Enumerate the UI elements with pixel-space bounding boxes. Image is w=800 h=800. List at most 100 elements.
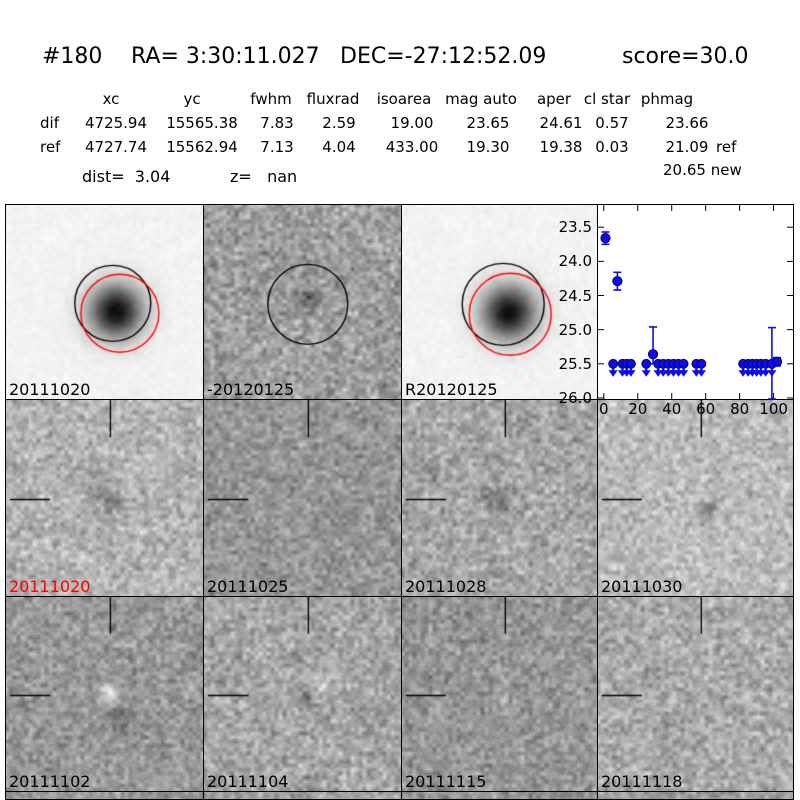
stamp-panel-20111030: 20111030 — [597, 399, 794, 597]
lc-upper-limit-point — [626, 358, 636, 369]
stamp-image — [204, 792, 401, 799]
lc-upper-limit-point — [608, 358, 619, 369]
stamp-date-label: R20120125 — [405, 380, 498, 399]
y-axis-tick-label: 26.0 — [558, 388, 592, 407]
down-arrow-icon — [761, 367, 771, 377]
down-arrow-icon — [641, 367, 651, 377]
y-axis-tick-label: 24.0 — [558, 252, 592, 271]
row-label: dif — [40, 114, 59, 132]
stamp-image — [204, 400, 401, 596]
stamp-panel-20111118: 20111118 — [597, 596, 794, 792]
table-value: 0.57 — [595, 114, 629, 132]
x-axis-tick-label: 100 — [759, 400, 788, 418]
down-arrow-icon — [673, 367, 684, 377]
stamp-panel-20111104: 20111104 — [203, 596, 402, 792]
column-header: fluxrad — [306, 90, 360, 108]
y-axis-tick-label: 23.5 — [558, 218, 592, 237]
stamp-image — [402, 205, 597, 399]
column-header: phmag — [640, 90, 694, 108]
lc-data-point — [612, 276, 623, 287]
table-value: 15565.38 — [166, 114, 238, 132]
lc-upper-limit-point — [678, 358, 689, 369]
stamp-panel-clipped — [597, 791, 794, 800]
down-arrow-icon — [668, 367, 679, 377]
stamp-panel-20111025: 20111025 — [203, 399, 402, 597]
down-arrow-icon — [663, 367, 673, 377]
down-arrow-icon — [608, 367, 618, 377]
stamp-image — [204, 205, 401, 399]
column-header: mag auto — [445, 90, 517, 108]
stamp-date-label: 20111028 — [405, 577, 487, 596]
stamp-image — [204, 597, 401, 791]
stamp-image — [402, 597, 597, 791]
x-axis-tick-label: 0 — [599, 400, 609, 418]
column-header: yc — [183, 90, 201, 108]
table-value: 0.03 — [595, 138, 629, 156]
stamp-panel-20111020: 20111020 — [5, 399, 204, 597]
table-value: 2.59 — [322, 114, 356, 132]
column-header: fwhm — [250, 90, 292, 108]
stamp-image — [6, 205, 203, 399]
table-value: 19.30 — [466, 138, 510, 156]
down-arrow-icon — [658, 367, 668, 377]
stamp-date-label: 20111104 — [207, 772, 289, 791]
table-value: 433.00 — [385, 138, 439, 156]
column-header: cl star — [583, 90, 631, 108]
table-value: 15562.94 — [166, 138, 238, 156]
x-axis-tick-label: 80 — [730, 400, 750, 418]
down-arrow-icon — [696, 367, 707, 377]
down-arrow-icon — [679, 367, 689, 377]
stamp-image — [402, 792, 597, 799]
stamp-image — [598, 400, 793, 596]
table-value: 19.00 — [390, 114, 434, 132]
x-axis-tick-label: 40 — [662, 400, 682, 418]
table-value: 23.65 — [466, 114, 510, 132]
column-header: xc — [102, 90, 120, 108]
table-value: 23.66 — [665, 114, 709, 132]
down-arrow-icon — [738, 367, 748, 377]
lc-upper-limit-point — [696, 358, 707, 369]
stamp-date-label: 20111102 — [9, 772, 91, 791]
stamp-panel-clipped — [203, 791, 402, 800]
lc-data-point — [771, 356, 783, 367]
table-value: 4725.94 — [84, 114, 148, 132]
down-arrow-icon — [691, 367, 701, 377]
stamp-panel-20120125: R20120125 — [401, 204, 598, 400]
stamp-date-label: 20111020 — [9, 577, 91, 596]
stamp-image — [6, 792, 203, 799]
down-arrow-icon — [653, 367, 663, 377]
lightcurve-canvas — [597, 204, 794, 400]
table-value: 4.04 — [322, 138, 356, 156]
stamp-date-label: 20111020 — [9, 380, 91, 399]
table-value: 21.09 — [665, 138, 709, 156]
stamp-panel-20120125: -20120125 — [203, 204, 402, 400]
column-header: isoarea — [376, 90, 432, 108]
dist-value: dist= 3.04 — [82, 167, 171, 186]
table-value: 24.61 — [539, 114, 583, 132]
x-axis-tick-label: 20 — [628, 400, 648, 418]
y-axis-tick-label: 25.0 — [558, 320, 592, 339]
stamp-panel-20111115: 20111115 — [401, 596, 598, 792]
phmag-suffix: ref — [716, 138, 737, 156]
stamp-panel-20111102: 20111102 — [5, 596, 204, 792]
down-arrow-icon — [743, 367, 753, 377]
table-value: 19.38 — [539, 138, 583, 156]
table-value: 7.13 — [260, 138, 294, 156]
lc-data-point — [647, 349, 659, 360]
stamp-image — [598, 597, 793, 791]
y-axis-tick-label: 25.5 — [558, 354, 592, 373]
x-axis-tick-label: 60 — [696, 400, 716, 418]
table-value: 4727.74 — [84, 138, 148, 156]
down-arrow-icon — [622, 367, 632, 377]
stamp-panel-20111028: 20111028 — [401, 399, 598, 597]
stamp-image — [402, 400, 597, 596]
stamp-date-label: 20111115 — [405, 772, 487, 791]
column-header: aper — [536, 90, 572, 108]
down-arrow-icon — [747, 367, 757, 377]
dec-value: DEC=-27:12:52.09 — [340, 44, 547, 69]
phmag-new-value: 20.65 new — [663, 161, 742, 179]
candidate-id: #180 — [42, 44, 103, 69]
row-label: ref — [40, 138, 61, 156]
down-arrow-icon — [626, 367, 636, 377]
